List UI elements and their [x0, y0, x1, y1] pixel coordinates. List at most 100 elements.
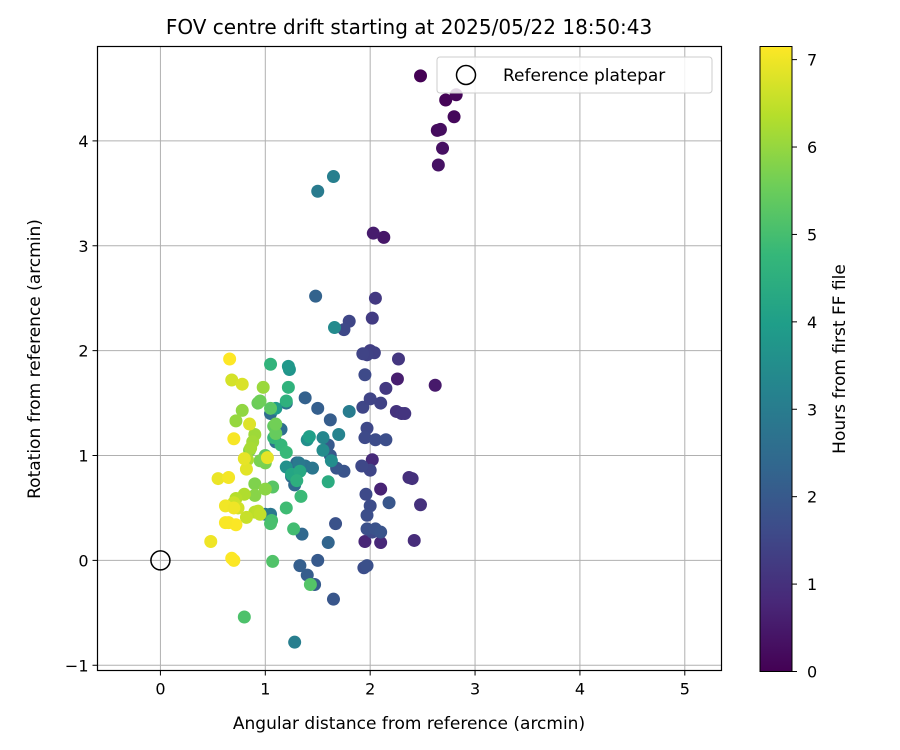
data-point — [244, 441, 258, 455]
data-point — [253, 507, 267, 521]
data-point — [377, 230, 391, 244]
data-point — [360, 508, 374, 522]
colorbar — [759, 46, 793, 672]
data-point — [279, 501, 293, 515]
data-point — [235, 403, 249, 417]
colorbar-tick-label: 5 — [807, 225, 817, 244]
data-point — [243, 417, 257, 431]
data-point — [266, 554, 280, 568]
data-point — [229, 518, 243, 532]
data-point — [237, 452, 251, 466]
legend-box — [436, 56, 713, 94]
data-point — [293, 559, 307, 573]
data-point — [363, 392, 377, 406]
data-point — [258, 482, 272, 496]
data-point — [229, 414, 243, 428]
data-point — [279, 394, 293, 408]
colorbar-tick-label: 1 — [807, 575, 817, 594]
data-point — [329, 517, 343, 531]
data-point — [311, 184, 325, 198]
data-point — [358, 368, 372, 382]
legend-entry-label: Reference platepar — [503, 66, 665, 86]
data-point — [227, 501, 241, 515]
data-point — [431, 158, 445, 172]
data-point — [223, 352, 237, 366]
data-point — [311, 401, 325, 415]
reference-platepar-point — [150, 550, 171, 571]
data-point — [225, 373, 239, 387]
data-point — [248, 477, 262, 491]
data-point — [225, 551, 239, 565]
data-point — [253, 394, 267, 408]
data-point — [391, 352, 405, 366]
axis-ticks: 0 1 2 3 4 5 −1 0 1 2 3 4 — [65, 132, 690, 699]
data-point — [324, 454, 338, 468]
data-point — [227, 432, 241, 446]
data-point — [311, 553, 325, 567]
data-point — [358, 535, 372, 549]
legend: Reference platepar — [436, 56, 713, 94]
data-point — [439, 93, 453, 107]
reference-platepar-marker — [150, 550, 171, 571]
data-point — [294, 489, 308, 503]
data-point — [218, 516, 232, 530]
data-point — [366, 226, 380, 240]
x-tick-label: 5 — [680, 680, 690, 699]
data-point — [264, 401, 278, 415]
data-point — [309, 289, 323, 303]
data-point — [305, 461, 319, 475]
data-point — [316, 431, 330, 445]
data-point — [264, 517, 278, 531]
data-point — [303, 578, 317, 592]
x-axis-label: Angular distance from reference (arcmin) — [233, 714, 585, 734]
data-point — [302, 430, 316, 444]
colorbar-tick-label: 4 — [807, 313, 817, 332]
data-point — [368, 291, 382, 305]
colorbar-tick-label: 7 — [807, 51, 817, 70]
data-point — [239, 510, 253, 524]
data-point — [342, 404, 356, 418]
data-point — [281, 380, 295, 394]
data-point — [323, 413, 337, 427]
y-axis-label: Rotation from reference (arcmin) — [25, 219, 45, 499]
data-point — [235, 377, 249, 391]
data-point — [414, 498, 428, 512]
data-points — [204, 69, 463, 649]
data-point — [398, 407, 412, 421]
y-tick-label: 0 — [78, 551, 88, 570]
data-point — [368, 433, 382, 447]
data-point — [269, 417, 283, 431]
data-point — [321, 536, 335, 550]
data-point — [379, 381, 393, 395]
data-point — [379, 433, 393, 447]
data-point — [287, 522, 301, 536]
chart-title: FOV centre drift starting at 2025/05/22 … — [166, 15, 652, 39]
y-tick-label: 2 — [78, 342, 88, 361]
data-point — [374, 482, 388, 496]
data-point — [298, 391, 312, 405]
data-point — [374, 536, 388, 550]
x-tick-label: 0 — [155, 680, 165, 699]
data-point — [332, 428, 346, 442]
data-point — [204, 535, 218, 549]
y-tick-label: 4 — [78, 132, 88, 151]
data-point — [328, 321, 342, 335]
data-point — [248, 488, 262, 502]
data-point — [414, 69, 428, 83]
data-point — [405, 472, 419, 486]
data-point — [290, 474, 304, 488]
data-point — [436, 141, 450, 155]
x-tick-label: 3 — [470, 680, 480, 699]
colorbar-tick-label: 0 — [807, 663, 817, 682]
y-tick-label: 3 — [78, 237, 88, 256]
colorbar-label: Hours from first FF file — [830, 264, 850, 454]
data-point — [260, 451, 274, 465]
data-point — [211, 472, 225, 486]
data-point — [222, 471, 236, 485]
data-point — [374, 396, 388, 410]
data-point — [237, 610, 251, 624]
y-tick-label: 1 — [78, 447, 88, 466]
data-point — [279, 445, 293, 459]
data-point — [374, 525, 388, 539]
x-tick-label: 1 — [260, 680, 270, 699]
